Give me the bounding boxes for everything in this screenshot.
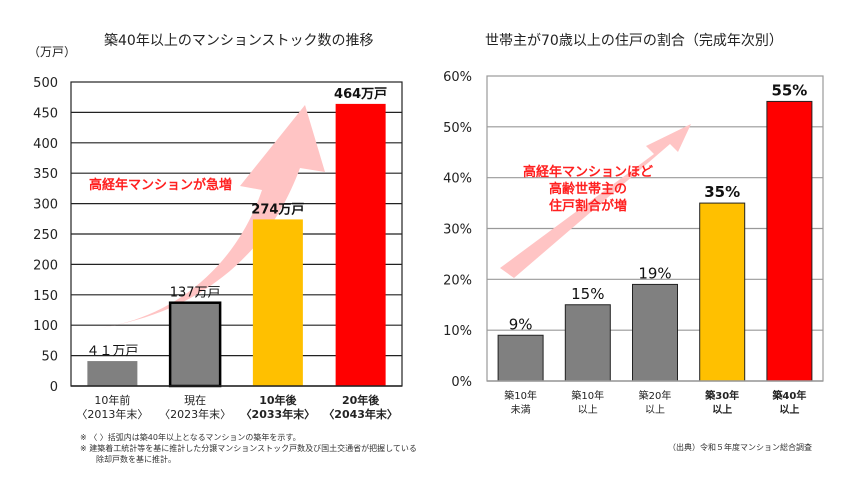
increase-arrow <box>500 124 691 278</box>
data-label: 35% <box>704 183 740 201</box>
right-chart-title: 世帯主が70歳以上の住戸の割合（完成年次別） <box>485 33 783 49</box>
y-tick-label: 0 <box>50 380 58 395</box>
bar <box>497 334 544 382</box>
y-tick-label: 350 <box>33 167 58 182</box>
x-tick-label: 以上 <box>712 403 732 416</box>
x-tick-label: 現在 <box>184 394 206 407</box>
left-chart-title: 築40年以上のマンションストック数の推移 <box>104 33 374 49</box>
x-tick-label: 未満 <box>511 404 531 416</box>
x-tick-label: 〈2033年末〉 <box>241 407 316 421</box>
y-tick-label: 50 <box>41 350 58 365</box>
x-tick-label: 〈2043年末〉 <box>323 407 398 421</box>
x-tick-label: 以上 <box>779 403 799 416</box>
y-tick-label: 250 <box>33 228 58 243</box>
x-tick-label: 10年前 <box>94 393 130 407</box>
y-tick-label: 0% <box>451 375 472 390</box>
x-tick-label: 築10年 <box>571 389 604 402</box>
bar <box>168 301 222 388</box>
x-tick-label: 築20年 <box>639 389 672 402</box>
data-label: 55% <box>771 81 807 99</box>
bar <box>632 283 678 382</box>
annotation-text: 高齢世帯主の <box>549 181 627 197</box>
y-tick-label: 50% <box>443 121 472 136</box>
annotation-text: 高経年マンションほど <box>523 164 653 180</box>
y-axis-unit-label: （万戸） <box>28 45 76 59</box>
x-tick-label: 以上 <box>578 404 598 416</box>
source-note: （出典）令和５年度マンション総合調査 <box>668 443 812 452</box>
y-tick-label: 200 <box>33 258 58 273</box>
bar <box>87 361 138 386</box>
footnote-2: ※ 建築着工統計等を基に推計した分譲マンションストック戸数及び国土交通省が把握し… <box>80 444 417 453</box>
x-tick-label: 築30年 <box>704 389 739 402</box>
y-tick-label: 60% <box>443 70 472 85</box>
y-tick-label: 150 <box>33 289 58 304</box>
data-label: 15% <box>571 285 604 303</box>
y-tick-label: 10% <box>443 324 472 339</box>
right-chart: 0% 10% 20% 30% 40% 50% 60% 高経年マンションほど高齢世帯主の住戸割合… <box>443 70 824 416</box>
x-tick-label: 〈2023年末〉 <box>159 407 231 421</box>
data-label: ４１万戸 <box>86 344 138 359</box>
x-tick-label: 10年後 <box>259 393 297 407</box>
x-tick-label: 以上 <box>645 404 665 416</box>
x-tick-label: 築10年 <box>504 389 537 402</box>
y-tick-label: 300 <box>33 198 58 213</box>
y-tick-label: 450 <box>33 106 58 121</box>
bar <box>766 100 813 382</box>
bar <box>335 103 386 386</box>
x-tick-label: 築40年 <box>771 389 806 402</box>
x-tick-label: 〈2013年末〉 <box>76 407 148 421</box>
y-tick-label: 100 <box>33 319 58 334</box>
y-tick-label: 30% <box>443 223 472 238</box>
footnotes: ※ 〈 〉括弧内は築40年以上となるマンションの築年を示す。 ※ 建築着工統計等… <box>80 432 417 465</box>
annotation-text: 高経年マンションが急増 <box>89 177 232 193</box>
bar <box>252 219 303 386</box>
footnote-1: ※ 〈 〉括弧内は築40年以上となるマンションの築年を示す。 <box>80 433 301 442</box>
y-tick-label: 400 <box>33 137 58 152</box>
footnote-3: 除却戸数を基に推計。 <box>80 455 176 464</box>
bar <box>564 304 611 382</box>
data-label: 274万戸 <box>251 202 304 217</box>
data-label: 137万戸 <box>170 286 221 301</box>
y-tick-label: 40% <box>443 172 472 187</box>
left-chart: （万戸） 0 50 100 150 200 250 300 350 400 450 500 高経年マンシ… <box>28 45 403 421</box>
data-label: 464万戸 <box>334 87 387 102</box>
data-label: 19% <box>638 264 671 282</box>
x-tick-label: 20年後 <box>342 393 380 407</box>
y-tick-label: 500 <box>33 76 58 91</box>
data-label: 9% <box>509 315 533 333</box>
bar <box>699 202 746 382</box>
increase-arrow <box>100 105 325 328</box>
y-tick-label: 20% <box>443 273 472 288</box>
annotation-text: 住戸割合が増 <box>549 198 627 214</box>
